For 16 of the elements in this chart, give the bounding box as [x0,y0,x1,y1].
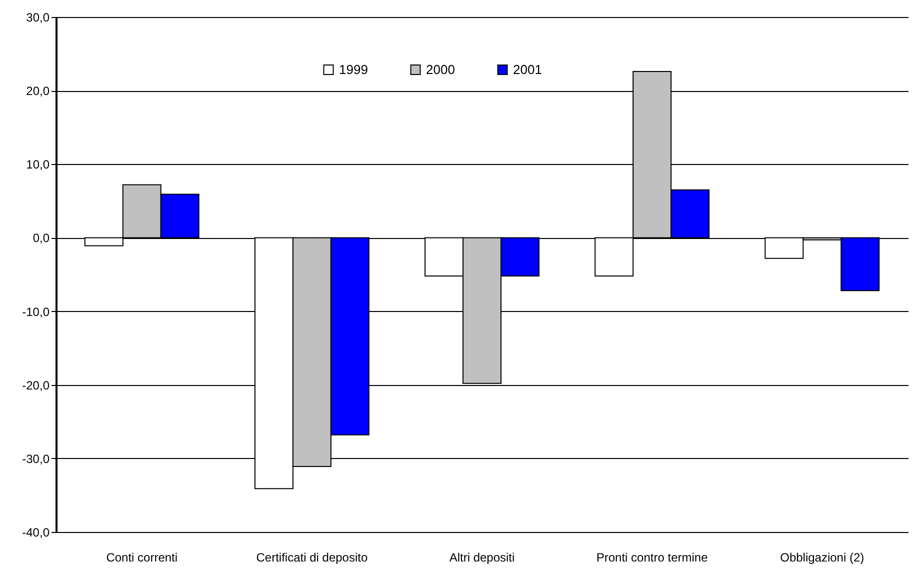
y-tick-label: 20,0 [26,84,50,98]
x-tick-label: Altri depositi [449,550,515,564]
y-tick-label: -10,0 [22,304,50,319]
y-tick-label: 10,0 [26,158,50,172]
y-tick-label: -30,0 [22,452,50,466]
y-tick-label: 30,0 [26,10,50,24]
legend-label: 1999 [339,62,368,77]
y-tick-label: 0,0 [32,231,50,246]
legend-label: 2001 [513,62,542,77]
x-tick-label: Obbligazioni (2) [780,550,864,564]
x-tick-label: Conti correnti [106,550,178,564]
y-tick-label: -20,0 [22,378,50,392]
x-tick-label: Certificati di deposito [256,550,368,564]
y-tick-label: -40,0 [22,526,50,540]
x-tick-label: Pronti contro termine [596,550,708,564]
legend-label: 2000 [426,62,455,77]
